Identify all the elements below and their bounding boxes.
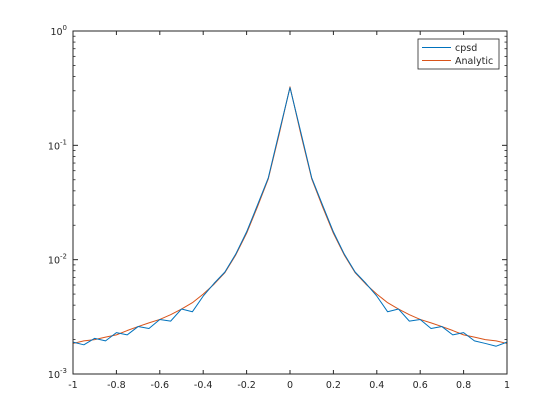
x-tick-label: -0.4 [194, 380, 213, 391]
x-tick-label: 0.8 [456, 380, 471, 391]
x-tick-label: -0.6 [151, 380, 170, 391]
x-tick-label: -0.8 [107, 380, 126, 391]
x-tick-label: 0.6 [413, 380, 428, 391]
y-tick-label: 10-2 [48, 253, 67, 267]
plot-area [73, 31, 507, 374]
x-tick-label: 0 [287, 380, 293, 391]
x-axis: -1 -0.8 -0.6 -0.4 -0.2 0 0.2 0.4 0.6 0.8 1 [68, 31, 510, 391]
x-tick-label: -0.2 [237, 380, 256, 391]
y-tick-label: 100 [50, 24, 67, 38]
y-tick-label: 10-1 [48, 138, 67, 152]
x-tick-label: 0.2 [326, 380, 341, 391]
series-line-cpsd [72, 87, 508, 347]
legend-label-cpsd: cpsd [455, 43, 477, 54]
series-layer [72, 86, 508, 347]
y-tick-label: 10-3 [48, 367, 67, 381]
x-tick-label: 1 [504, 380, 510, 391]
legend: cpsd Analytic [417, 38, 500, 70]
legend-label-analytic: Analytic [455, 56, 493, 67]
series-line-analytic [72, 86, 508, 344]
x-tick-label: 0.4 [369, 380, 384, 391]
legend-box [417, 38, 500, 70]
x-tick-label: -1 [68, 380, 77, 391]
